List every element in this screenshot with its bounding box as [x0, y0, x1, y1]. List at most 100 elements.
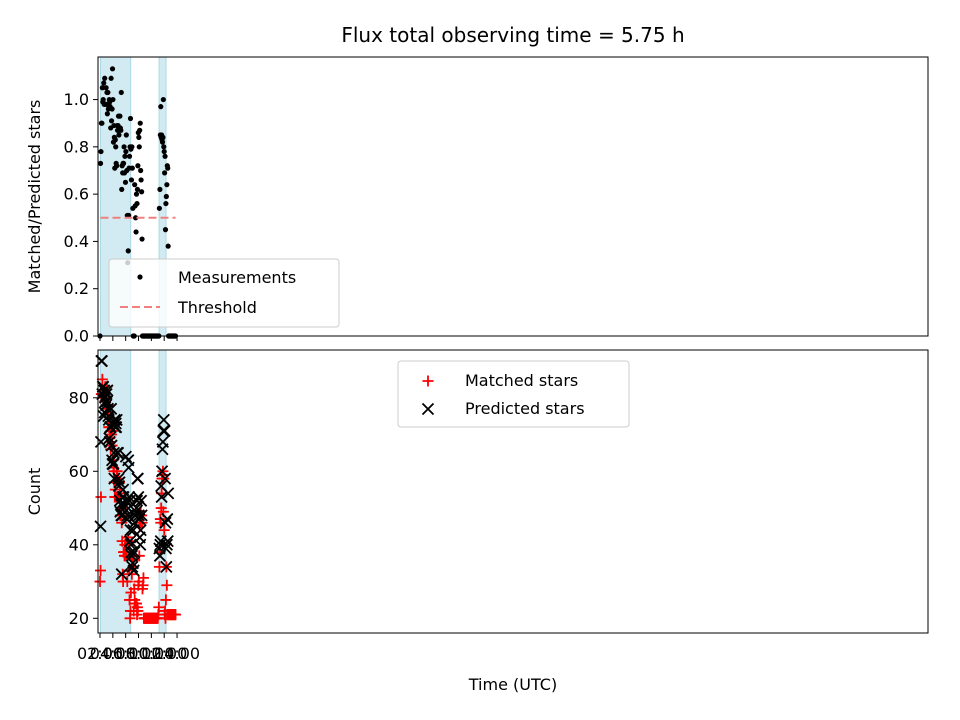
- predicted-star-point: [103, 435, 116, 449]
- legend-label-predicted: Predicted stars: [465, 399, 585, 418]
- predicted-star-point: [127, 564, 140, 577]
- legend-label-measurements: Measurements: [178, 268, 296, 287]
- matched-star-point: [126, 568, 138, 580]
- predicted-star-point: [160, 538, 174, 551]
- measurement-point: [165, 165, 171, 171]
- matched-star-point: [116, 517, 128, 529]
- measurement-point: [157, 186, 163, 193]
- bottom-legend: Matched stars Predicted stars: [397, 360, 630, 428]
- top-legend: Measurements Threshold: [108, 258, 340, 328]
- legend-frame: [397, 360, 630, 428]
- matched-star-point: [170, 609, 182, 621]
- matched-star-point: [161, 579, 173, 591]
- predicted-star-point: [133, 512, 146, 526]
- predicted-star-point: [125, 546, 138, 559]
- measurement-point: [136, 144, 142, 150]
- x-axis-label: Time (UTC): [468, 675, 557, 694]
- measurement-point: [104, 111, 110, 117]
- measurement-point: [161, 144, 167, 150]
- predicted-star-point: [117, 501, 131, 515]
- predicted-star-point: [115, 568, 128, 581]
- measurement-point: [110, 96, 116, 103]
- predicted-star-point: [94, 435, 108, 449]
- predicted-star-point: [94, 520, 107, 533]
- measurement-point: [163, 193, 169, 200]
- measurement-point: [134, 200, 140, 207]
- predicted-star-point: [156, 435, 170, 449]
- predicted-star-point: [128, 546, 141, 559]
- legend-marker-matched: [422, 375, 434, 387]
- top-y-tick-label: 0.8: [64, 137, 89, 156]
- measurement-point: [160, 134, 166, 140]
- measurement-point: [113, 144, 119, 150]
- bottom-axes-frame: [97, 349, 929, 634]
- measurement-point: [134, 186, 141, 193]
- measurement-point: [120, 160, 127, 166]
- predicted-star-point: [160, 560, 173, 573]
- predicted-star-point: [157, 413, 170, 426]
- measurement-point: [129, 144, 135, 150]
- top-y-tick-label: 0.6: [64, 185, 89, 204]
- measurement-point: [108, 118, 115, 124]
- measurement-point: [116, 132, 122, 138]
- measurement-point: [162, 170, 168, 176]
- measurement-point: [121, 144, 127, 150]
- x-tick-label: 06:00: [103, 644, 149, 663]
- measurement-point: [100, 96, 106, 103]
- bottom-y-tick-label: 40: [69, 535, 89, 554]
- measurement-point: [125, 248, 131, 254]
- predicted-star-point: [155, 465, 169, 478]
- measurement-point: [123, 132, 129, 138]
- predicted-star-point: [135, 509, 148, 522]
- predicted-star-point: [107, 457, 120, 471]
- bottom-y-tick-label: 60: [69, 462, 89, 481]
- measurement-point: [132, 182, 138, 188]
- measurement-point: [128, 177, 135, 183]
- predicted-star-point: [119, 450, 133, 463]
- top-y-axis-label: Matched/Predicted stars: [25, 100, 44, 294]
- measurement-point: [118, 89, 124, 96]
- measurement-point: [161, 148, 167, 155]
- predicted-star-point: [121, 512, 134, 526]
- measurement-point: [102, 75, 108, 81]
- x-tick-label: 02:00: [77, 644, 123, 663]
- predicted-star-point: [161, 534, 174, 548]
- bottom-y-tick-label: 80: [69, 388, 89, 407]
- predicted-star-point: [107, 446, 121, 460]
- measurement-point: [117, 113, 123, 119]
- bottom-shaded-interval: [158, 349, 167, 634]
- panel-top: 0.0 0.2 0.4 0.6 0.8 1.0 Matched/Predicted star…: [25, 56, 929, 346]
- predicted-star-point: [126, 560, 139, 573]
- measurement-point: [105, 89, 111, 96]
- measurement-point: [108, 75, 114, 81]
- x-tick-label: 12:00: [141, 644, 187, 663]
- measurement-point: [158, 104, 164, 110]
- measurement-point: [160, 96, 166, 103]
- top-y-tick-label: 0.4: [64, 232, 89, 251]
- predicted-star-point: [109, 417, 122, 430]
- measurement-point: [126, 212, 132, 219]
- predicted-star-point: [104, 421, 117, 434]
- predicted-star-point: [134, 523, 147, 537]
- measurement-point: [139, 189, 145, 195]
- predicted-star-point: [134, 494, 148, 507]
- predicted-star-point: [103, 432, 116, 445]
- measurement-point: [103, 85, 109, 91]
- bottom-y-axis-label: Count: [25, 468, 44, 516]
- measurement-point: [164, 182, 170, 188]
- x-tick-label: 04:00: [90, 644, 136, 663]
- panel-bottom: 20 40 60 80 02:0004:0006:0008:0010:0012:0014…: [25, 349, 929, 663]
- predicted-star-point: [131, 472, 145, 485]
- top-y-tick-label: 1.0: [64, 90, 89, 109]
- measurement-point: [162, 227, 169, 233]
- measurement-point: [99, 120, 105, 126]
- measurement-point: [136, 134, 142, 140]
- measurement-point: [156, 205, 162, 211]
- legend-label-threshold: Threshold: [177, 298, 257, 317]
- measurement-point: [109, 66, 116, 72]
- measurement-point: [133, 229, 139, 235]
- predicted-star-point: [124, 523, 137, 537]
- predicted-star-point: [153, 549, 167, 562]
- predicted-star-point: [108, 472, 121, 485]
- measurement-point: [139, 236, 145, 242]
